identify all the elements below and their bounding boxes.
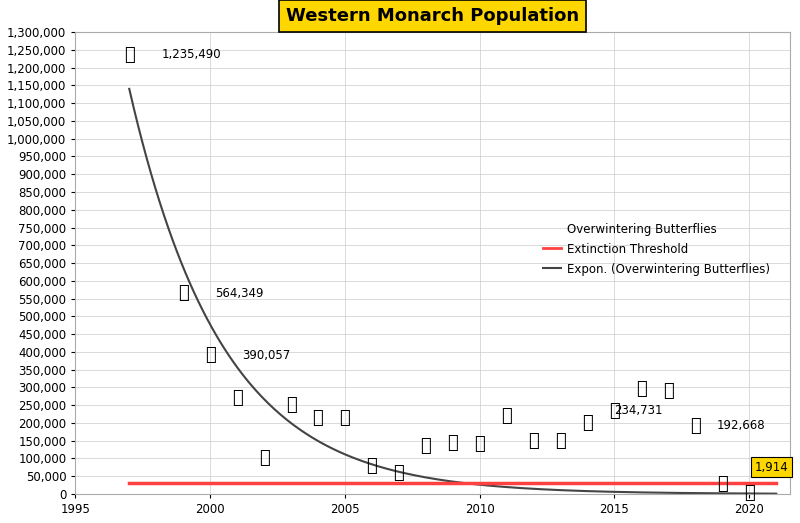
Text: 1,914: 1,914 (754, 461, 789, 474)
Text: 🦋: 🦋 (717, 475, 728, 493)
Text: 1,235,490: 1,235,490 (162, 49, 222, 62)
Text: 🦋: 🦋 (124, 46, 134, 64)
Text: 🦋: 🦋 (690, 416, 701, 435)
Text: 564,349: 564,349 (215, 287, 264, 300)
Text: 🦋: 🦋 (394, 464, 404, 482)
Text: 🦋: 🦋 (636, 380, 647, 398)
Text: 🦋: 🦋 (528, 431, 539, 450)
Text: 🦋: 🦋 (258, 449, 270, 467)
Text: 🦋: 🦋 (313, 408, 323, 427)
Text: 🦋: 🦋 (286, 396, 296, 414)
Text: 🦋: 🦋 (178, 285, 189, 302)
Text: 🦋: 🦋 (474, 435, 485, 453)
Text: 🦋: 🦋 (447, 434, 458, 451)
Text: 🦋: 🦋 (555, 433, 566, 450)
Title: Western Monarch Population: Western Monarch Population (286, 7, 579, 25)
Text: 🦋: 🦋 (205, 346, 215, 365)
Text: 192,668: 192,668 (717, 419, 766, 432)
Text: 🦋: 🦋 (582, 414, 593, 432)
Text: 🦋: 🦋 (502, 407, 512, 425)
Text: 🦋: 🦋 (0, 522, 1, 523)
Text: 234,731: 234,731 (614, 404, 663, 417)
Text: 🦋: 🦋 (744, 484, 754, 503)
Text: 🦋: 🦋 (366, 457, 378, 474)
Text: 🦋: 🦋 (421, 437, 431, 455)
Text: 🦋: 🦋 (232, 389, 242, 407)
Text: 🦋: 🦋 (339, 408, 350, 427)
Text: 🦋: 🦋 (663, 382, 674, 400)
Text: 🦋: 🦋 (609, 402, 620, 419)
Legend: Overwintering Butterflies, Extinction Threshold, Expon. (Overwintering Butterfli: Overwintering Butterflies, Extinction Th… (543, 223, 770, 276)
Text: 390,057: 390,057 (242, 349, 290, 362)
